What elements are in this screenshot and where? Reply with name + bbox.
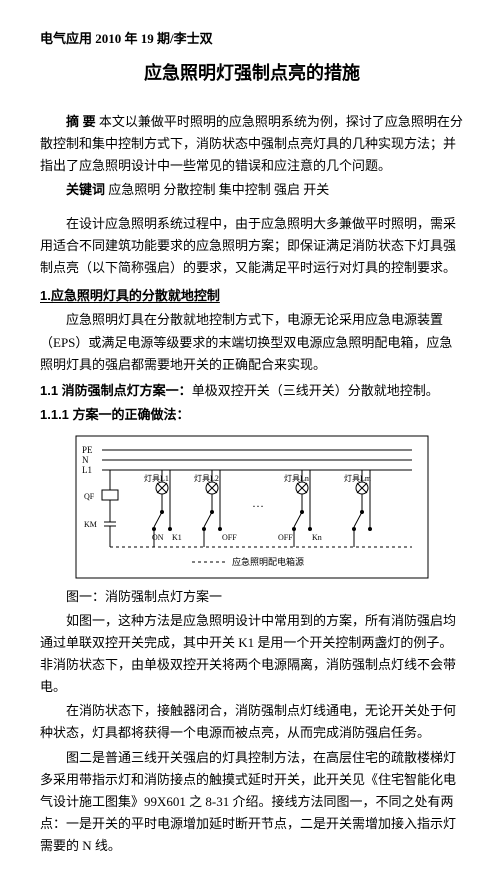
section-1-1-heading: 1.1 消防强制点灯方案一：单极双控开关（三线开关）分散就地控制。	[40, 380, 464, 402]
label-kn: Kn	[312, 533, 322, 542]
abstract: 摘 要 本文以兼做平时照明的应急照明系统为例，探讨了应急照明在分散控制和集中控制…	[40, 111, 464, 177]
section-1-1-1-heading: 1.1.1 方案一的正确做法：	[40, 404, 464, 426]
intro-paragraph: 在设计应急照明系统过程中，由于应急照明大多兼做平时照明，需采用适合不同建筑功能要…	[40, 213, 464, 279]
journal-line: 电气应用 2010 年 19 期/李士双	[40, 28, 464, 50]
sec11-bold: 1.1 消防强制点灯方案一：	[40, 383, 192, 398]
abstract-text: 本文以兼做平时照明的应急照明系统为例，探讨了应急照明在分散控制和集中控制方式下，…	[40, 114, 463, 173]
svg-text:…: …	[252, 496, 264, 510]
abstract-label: 摘 要	[66, 114, 96, 129]
figure-1-caption: 图一：消防强制点灯方案一	[40, 586, 464, 608]
label-k1: K1	[172, 533, 182, 542]
keywords-text: 应急照明 分散控制 集中控制 强启 开关	[108, 182, 329, 197]
keywords-label: 关键词	[66, 182, 105, 197]
label-off2: OFF	[278, 533, 293, 542]
label-pe: PE	[82, 445, 93, 455]
label-source: 应急照明配电箱源	[232, 556, 304, 567]
label-qf: QF	[84, 492, 95, 501]
paragraph-1: 如图一，这种方法是应急照明设计中常用到的方案，所有消防强启均通过单联双控开关完成…	[40, 610, 464, 698]
label-n: N	[82, 455, 89, 465]
label-km: KM	[84, 520, 97, 529]
section-1-text: 应急照明灯具在分散就地控制方式下，电源无论采用应急电源装置（EPS）或满足电源等…	[40, 309, 464, 375]
keywords: 关键词 应急照明 分散控制 集中控制 强启 开关	[40, 179, 464, 201]
label-l1: L1	[82, 465, 92, 475]
label-lamp3: 灯具Ln	[284, 473, 309, 483]
label-lamp2: 灯具L2	[194, 473, 219, 483]
paragraph-3: 图二是普通三线开关强启的灯具控制方法，在高层住宅的疏散楼梯灯多采用带指示灯和消防…	[40, 747, 464, 857]
label-off1: OFF	[222, 533, 237, 542]
label-lamp1: 灯具L1	[144, 473, 169, 483]
label-lamp4: 灯具Lm	[344, 473, 372, 483]
circuit-diagram: PE N L1 QF KM 灯具L1 ON K1 灯具L2	[72, 432, 432, 582]
page-title: 应急照明灯强制点亮的措施	[40, 58, 464, 89]
label-on: ON	[152, 533, 164, 542]
paragraph-2: 在消防状态下，接触器闭合，消防强制点灯线通电，无论开关处于何种状态，灯具都将获得…	[40, 700, 464, 744]
sec11-rest: 单极双控开关（三线开关）分散就地控制。	[192, 383, 439, 398]
section-1-heading: 1.应急照明灯具的分散就地控制	[40, 285, 464, 307]
